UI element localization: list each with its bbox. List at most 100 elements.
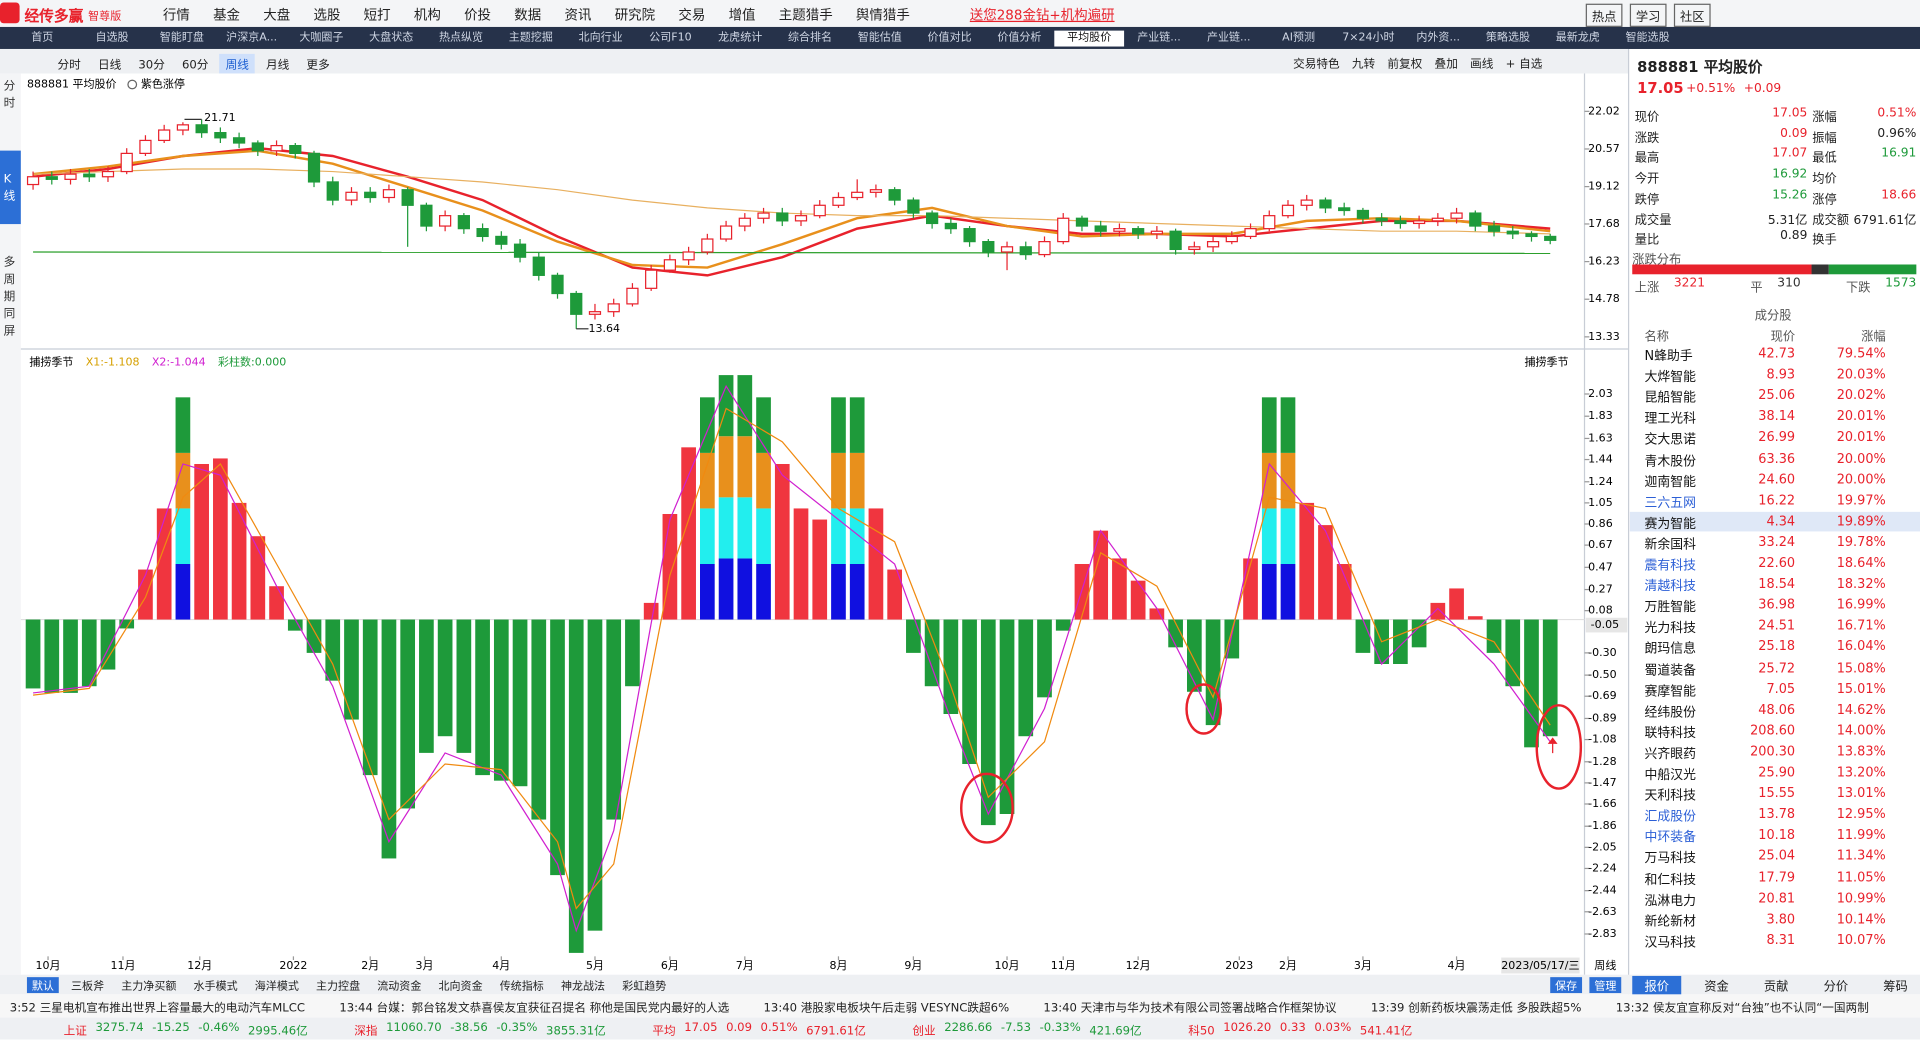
menu-item[interactable]: 研究院 [614,7,656,24]
stock-name[interactable]: 赛摩智能 [1644,683,1696,699]
menu-item[interactable]: 数据 [514,7,542,24]
tab[interactable]: 最新龙虎 [1555,31,1600,45]
tab[interactable]: 价值对比 [927,31,972,45]
menu-item[interactable]: 大盘 [263,7,291,24]
stock-name[interactable]: N蜂助手 [1644,348,1693,364]
stock-name[interactable]: 迦南智能 [1644,474,1696,490]
tab[interactable]: AI预测 [1282,31,1315,45]
menu-item[interactable]: 交易 [678,7,706,24]
stock-name[interactable]: 理工光科 [1644,411,1696,427]
period-button[interactable]: 分时 [57,58,81,73]
tab[interactable]: 大盘状态 [369,31,414,45]
tab[interactable]: 首页 [31,31,54,45]
stock-name[interactable]: 震有科技 [1644,558,1696,574]
indicator-tab[interactable]: 彩虹趋势 [622,980,667,994]
tab[interactable]: 主题挖掘 [508,31,553,45]
news-item[interactable]: 13:32 侯友宜宣称反对“台独”也不认同“一国两制 [1615,1001,1869,1016]
stock-name[interactable]: 万胜智能 [1644,600,1696,615]
side-tab[interactable]: K线 [3,172,16,204]
panel-tab[interactable]: 报价 [1632,975,1682,995]
tab[interactable]: 产业链... [1137,31,1181,45]
tool-button[interactable]: 前复权 [1387,57,1423,72]
stock-name[interactable]: 大烨智能 [1644,369,1696,385]
tab[interactable]: 自选股 [95,31,129,45]
indicator-tab[interactable]: 主力控盘 [316,980,361,994]
stock-name[interactable]: 青木股份 [1644,453,1696,469]
menu-item[interactable]: 机构 [413,7,441,24]
stock-name[interactable]: 光力科技 [1644,621,1696,636]
period-button[interactable]: 日线 [97,58,122,73]
tab[interactable]: 北向行业 [578,31,623,45]
stock-name[interactable]: 赛为智能 [1644,516,1696,532]
news-item[interactable]: 13:40 港股家电板块午后走弱 VESYNC跌超6% [763,1001,1010,1016]
tool-button[interactable]: + 自选 [1505,57,1543,72]
indicator-tab[interactable]: 流动资金 [377,980,422,994]
menu-item[interactable]: 选股 [313,7,341,24]
tab[interactable]: 平均股价 [1054,30,1125,47]
stock-name[interactable]: 经纬股份 [1644,704,1696,720]
tab[interactable]: 龙虎统计 [718,31,763,45]
stock-name[interactable]: 泓淋电力 [1644,893,1696,909]
indicator-tab[interactable]: 神龙战法 [560,980,606,994]
tab[interactable]: 7×24小时 [1342,31,1395,45]
tool-button[interactable]: 九转 [1351,57,1376,72]
menu-item[interactable]: 基金 [213,7,241,24]
side-tab[interactable]: 多周期同屏 [3,255,16,338]
side-tab[interactable]: 分时 [3,79,16,111]
panel-tab[interactable]: 筹码 [1883,980,1908,995]
stock-name[interactable]: 三六五网 [1644,495,1696,511]
stock-name[interactable]: 汉马科技 [1644,935,1696,950]
stock-name[interactable]: 联特科技 [1644,725,1696,741]
menu-item[interactable]: 资讯 [564,7,592,24]
indicator-tab[interactable]: 默认 [26,977,59,994]
stock-name[interactable]: 和仁科技 [1644,872,1696,888]
tab[interactable]: 产业链... [1206,31,1251,45]
top-button[interactable]: 学习 [1629,3,1667,27]
menu-item[interactable]: 短打 [363,7,391,24]
indicator-tab[interactable]: 北向资金 [438,980,483,994]
promo[interactable]: 送您288金钻+机构遍研 [969,7,1115,24]
tool-button[interactable]: 叠加 [1434,57,1458,72]
menu-item[interactable]: 价投 [464,7,492,24]
menu-item[interactable]: 行情 [162,7,190,24]
stock-name[interactable]: 蜀道装备 [1644,663,1696,678]
tab[interactable]: 沪深京A... [226,31,278,45]
tab[interactable]: 内外资... [1416,31,1460,45]
period-button[interactable]: 30分 [138,58,165,73]
panel-tab[interactable]: 资金 [1704,980,1729,995]
period-button[interactable]: 月线 [266,58,290,73]
top-button[interactable]: 社区 [1673,3,1711,27]
stock-name[interactable]: 万马科技 [1644,851,1696,867]
news-item[interactable]: 13:40 天津市与华为技术有限公司签署战略合作框架协议 [1043,1001,1337,1016]
tool-button[interactable]: 交易特色 [1293,57,1340,72]
news-item[interactable]: 3:52 三星电机宣布推出世界上容量最大的电动汽车MLCC [9,1001,306,1016]
bottom-button[interactable]: 保存 [1550,977,1583,994]
tab[interactable]: 智能估值 [857,31,902,45]
indicator-tab[interactable]: 传统指标 [499,980,544,994]
menu-item[interactable]: 主题猎手 [778,7,833,24]
panel-tab[interactable]: 贡献 [1763,980,1789,995]
stock-name[interactable]: 新余国科 [1644,537,1696,553]
top-button[interactable]: 热点 [1585,3,1623,27]
tool-button[interactable]: 画线 [1470,57,1494,72]
tab[interactable]: 智能盯盘 [159,31,204,45]
menu-item[interactable]: 增值 [728,7,756,24]
tab[interactable]: 价值分析 [997,31,1042,45]
news-item[interactable]: 13:39 创新药板块震荡走低 多股跌超5% [1370,1001,1582,1016]
news-item[interactable]: 13:44 台媒：郭台铭发文恭喜侯友宜获征召提名 称他是国民党内最好的人选 [339,1001,730,1016]
period-button[interactable]: 60分 [181,58,209,73]
menu-item[interactable]: 舆情猎手 [855,7,910,24]
tab[interactable]: 综合排名 [787,31,833,45]
stock-name[interactable]: 新纶新材 [1644,914,1696,930]
stock-name[interactable]: 朗玛信息 [1644,642,1696,657]
tab[interactable]: 热点纵览 [438,31,484,45]
stock-name[interactable]: 兴齐眼药 [1644,746,1696,762]
period-button[interactable]: 周线 [219,53,255,74]
tab[interactable]: 大咖圈子 [299,31,344,45]
tab[interactable]: 智能选股 [1625,31,1670,45]
bottom-button[interactable]: 管理 [1589,977,1622,994]
stock-name[interactable]: 昆船智能 [1644,390,1696,406]
stock-name[interactable]: 中环装备 [1644,830,1696,846]
tab[interactable]: 策略选股 [1485,31,1531,45]
stock-name[interactable]: 清越科技 [1644,579,1696,594]
